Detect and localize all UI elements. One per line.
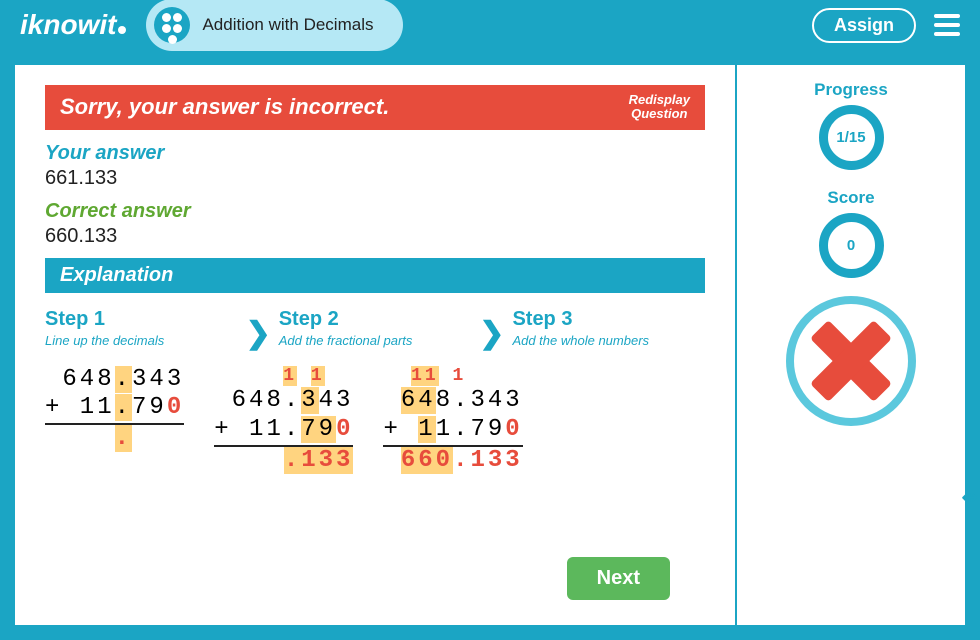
- redisplay-button[interactable]: Redisplay Question: [629, 93, 690, 122]
- correct-answer-label: Correct answer: [45, 200, 705, 223]
- score-label: Score: [752, 188, 950, 208]
- progress-ring: 1/15: [819, 105, 884, 170]
- score-ring: 0: [819, 213, 884, 278]
- your-answer-label: Your answer: [45, 142, 705, 165]
- module-icon: [154, 7, 190, 43]
- expand-icon[interactable]: ⇹: [961, 485, 978, 510]
- chevron-right-icon: ❯: [479, 316, 504, 351]
- math-row: 648.343 + 11.790 . 1 1 648.343 + 11.790 …: [45, 366, 705, 476]
- correct-answer-value: 660.133: [45, 225, 705, 248]
- menu-icon[interactable]: [934, 14, 960, 36]
- title-pill: Addition with Decimals: [146, 0, 403, 51]
- math-step-1: 648.343 + 11.790 .: [45, 366, 184, 476]
- content-panel: Sorry, your answer is incorrect. Redispl…: [15, 65, 735, 625]
- progress-label: Progress: [752, 80, 950, 100]
- header: iknowit Addition with Decimals Assign: [0, 0, 980, 50]
- lesson-title: Addition with Decimals: [202, 15, 373, 35]
- math-step-2: 1 1 648.343 + 11.790 .133: [214, 366, 353, 476]
- result-indicator: [786, 296, 916, 426]
- steps-row: Step 1 Line up the decimals ❯ Step 2 Add…: [45, 308, 705, 351]
- explanation-header: Explanation: [45, 258, 705, 293]
- feedback-bar: Sorry, your answer is incorrect. Redispl…: [45, 85, 705, 130]
- main: Sorry, your answer is incorrect. Redispl…: [0, 50, 980, 640]
- chevron-right-icon: ❯: [246, 316, 271, 351]
- next-button[interactable]: Next: [567, 557, 670, 600]
- logo: iknowit: [20, 9, 126, 41]
- assign-button[interactable]: Assign: [812, 8, 916, 43]
- step-3: Step 3 Add the whole numbers: [512, 308, 705, 348]
- sidebar: Progress 1/15 Score 0: [735, 65, 965, 625]
- your-answer-value: 661.133: [45, 167, 705, 190]
- feedback-message: Sorry, your answer is incorrect.: [60, 94, 389, 120]
- x-mark-icon: [811, 321, 891, 401]
- step-1: Step 1 Line up the decimals: [45, 308, 238, 348]
- math-step-3: 11 1 648.343 + 11.790 660.133: [383, 366, 522, 476]
- step-2: Step 2 Add the fractional parts: [279, 308, 472, 348]
